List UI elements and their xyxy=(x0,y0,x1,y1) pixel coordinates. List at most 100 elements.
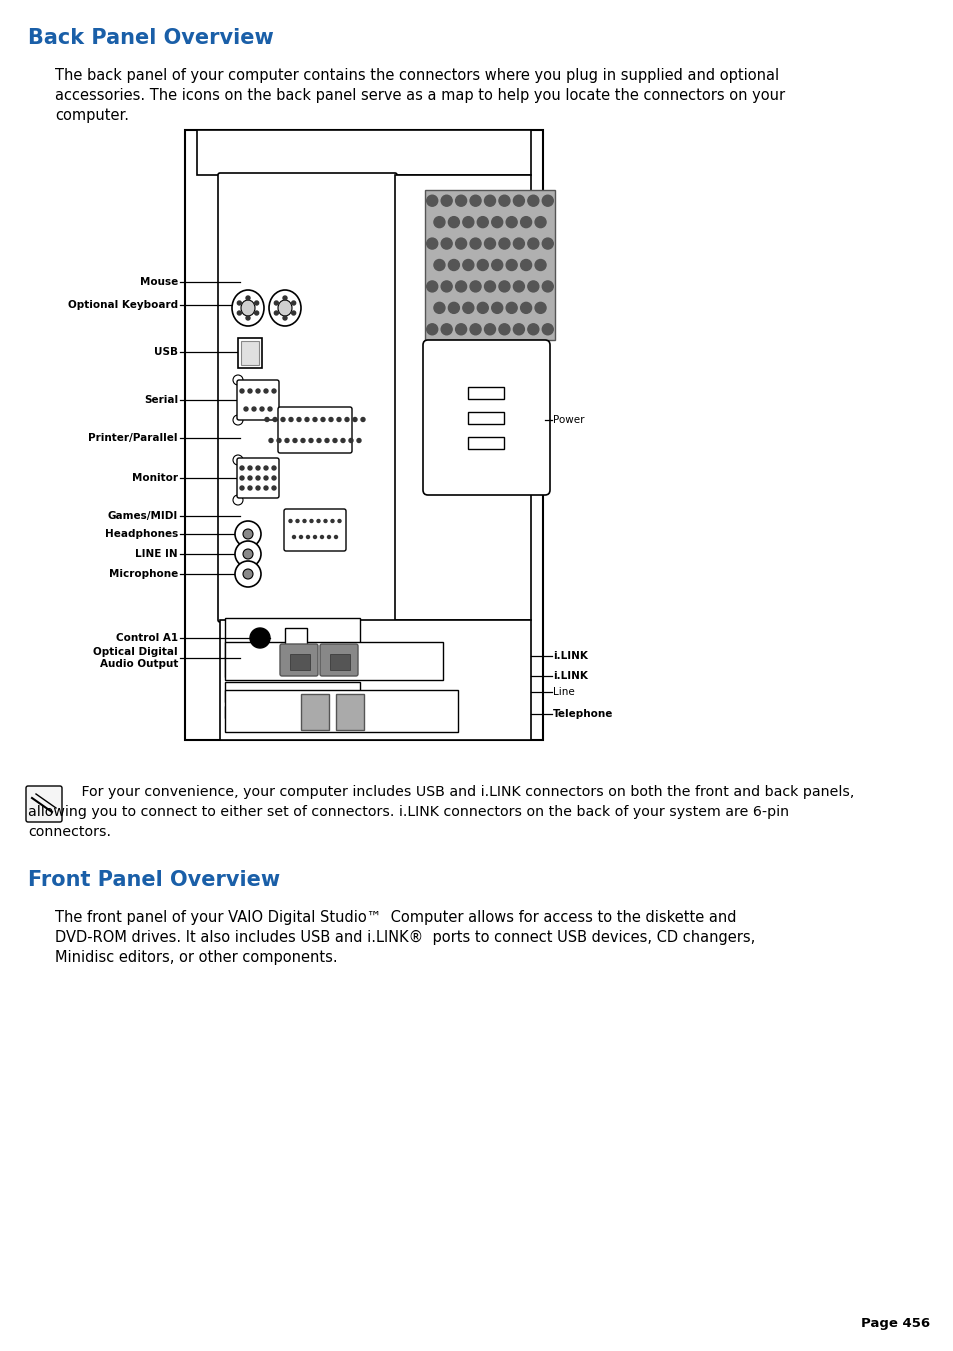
Circle shape xyxy=(246,296,250,300)
Circle shape xyxy=(476,259,488,270)
Circle shape xyxy=(254,311,258,315)
Bar xyxy=(395,176,531,620)
Bar xyxy=(241,340,258,365)
Circle shape xyxy=(244,407,248,411)
Circle shape xyxy=(295,520,298,523)
Circle shape xyxy=(527,324,538,335)
Text: Optional Keyboard: Optional Keyboard xyxy=(68,300,178,309)
Bar xyxy=(220,620,531,740)
Text: Front Panel Overview: Front Panel Overview xyxy=(28,870,280,890)
Circle shape xyxy=(426,281,437,292)
Circle shape xyxy=(434,259,444,270)
Circle shape xyxy=(448,303,459,313)
Circle shape xyxy=(234,521,261,547)
Text: Minidisc editors, or other components.: Minidisc editors, or other components. xyxy=(55,950,337,965)
Circle shape xyxy=(541,324,553,335)
Circle shape xyxy=(527,281,538,292)
Circle shape xyxy=(243,530,253,539)
Circle shape xyxy=(273,417,276,422)
Circle shape xyxy=(491,303,502,313)
Circle shape xyxy=(274,301,278,305)
Text: allowing you to connect to either set of connectors. i.LINK connectors on the ba: allowing you to connect to either set of… xyxy=(28,805,788,819)
Circle shape xyxy=(506,216,517,227)
Circle shape xyxy=(327,535,330,539)
Circle shape xyxy=(285,439,289,443)
Circle shape xyxy=(456,238,466,249)
Text: The front panel of your VAIO Digital Studio™  Computer allows for access to the : The front panel of your VAIO Digital Stu… xyxy=(55,911,736,925)
Text: Control A1: Control A1 xyxy=(115,634,178,643)
Circle shape xyxy=(293,535,295,539)
Circle shape xyxy=(456,324,466,335)
Bar xyxy=(237,338,262,367)
Bar xyxy=(330,654,350,670)
Text: i.LINK: i.LINK xyxy=(553,671,587,681)
Bar xyxy=(225,617,359,658)
Circle shape xyxy=(426,238,437,249)
Circle shape xyxy=(336,417,340,422)
FancyBboxPatch shape xyxy=(284,509,346,551)
Bar xyxy=(225,707,411,717)
Circle shape xyxy=(498,238,510,249)
Circle shape xyxy=(498,195,510,207)
Circle shape xyxy=(289,417,293,422)
Circle shape xyxy=(269,439,273,443)
Circle shape xyxy=(434,216,444,227)
FancyBboxPatch shape xyxy=(422,340,550,494)
Circle shape xyxy=(237,311,241,315)
Circle shape xyxy=(541,281,553,292)
Text: accessories. The icons on the back panel serve as a map to help you locate the c: accessories. The icons on the back panel… xyxy=(55,88,784,103)
Bar xyxy=(185,130,542,740)
Circle shape xyxy=(535,303,545,313)
Circle shape xyxy=(470,281,480,292)
Circle shape xyxy=(240,466,244,470)
Circle shape xyxy=(255,466,260,470)
Circle shape xyxy=(248,466,252,470)
Circle shape xyxy=(520,216,531,227)
FancyBboxPatch shape xyxy=(26,786,62,821)
Bar xyxy=(468,386,504,399)
Circle shape xyxy=(233,494,243,505)
Text: connectors.: connectors. xyxy=(28,825,111,839)
Circle shape xyxy=(320,535,323,539)
Circle shape xyxy=(331,520,334,523)
FancyBboxPatch shape xyxy=(280,644,317,676)
Circle shape xyxy=(309,439,313,443)
Circle shape xyxy=(484,195,495,207)
Circle shape xyxy=(506,259,517,270)
Ellipse shape xyxy=(269,290,301,326)
Circle shape xyxy=(527,238,538,249)
FancyBboxPatch shape xyxy=(277,407,352,453)
Circle shape xyxy=(254,301,258,305)
Circle shape xyxy=(541,195,553,207)
Circle shape xyxy=(448,259,459,270)
Circle shape xyxy=(345,417,349,422)
Circle shape xyxy=(349,439,353,443)
Bar xyxy=(424,190,555,340)
Circle shape xyxy=(456,281,466,292)
Text: LINE IN: LINE IN xyxy=(135,549,178,559)
Circle shape xyxy=(535,259,545,270)
Circle shape xyxy=(491,259,502,270)
Circle shape xyxy=(301,439,305,443)
Circle shape xyxy=(476,216,488,227)
Circle shape xyxy=(470,238,480,249)
Ellipse shape xyxy=(277,300,292,316)
Text: Printer/Parallel: Printer/Parallel xyxy=(89,434,178,443)
Circle shape xyxy=(246,316,250,320)
Text: Microphone: Microphone xyxy=(109,569,178,580)
Circle shape xyxy=(240,476,244,480)
Bar xyxy=(290,654,310,670)
FancyBboxPatch shape xyxy=(236,458,278,499)
Circle shape xyxy=(434,303,444,313)
Circle shape xyxy=(252,407,255,411)
Bar xyxy=(225,657,359,677)
Circle shape xyxy=(470,195,480,207)
Circle shape xyxy=(303,520,306,523)
Bar xyxy=(225,690,457,732)
Text: Power: Power xyxy=(553,415,584,426)
Circle shape xyxy=(272,476,275,480)
Bar xyxy=(335,694,364,730)
Circle shape xyxy=(440,324,452,335)
Circle shape xyxy=(520,303,531,313)
Ellipse shape xyxy=(241,300,254,316)
